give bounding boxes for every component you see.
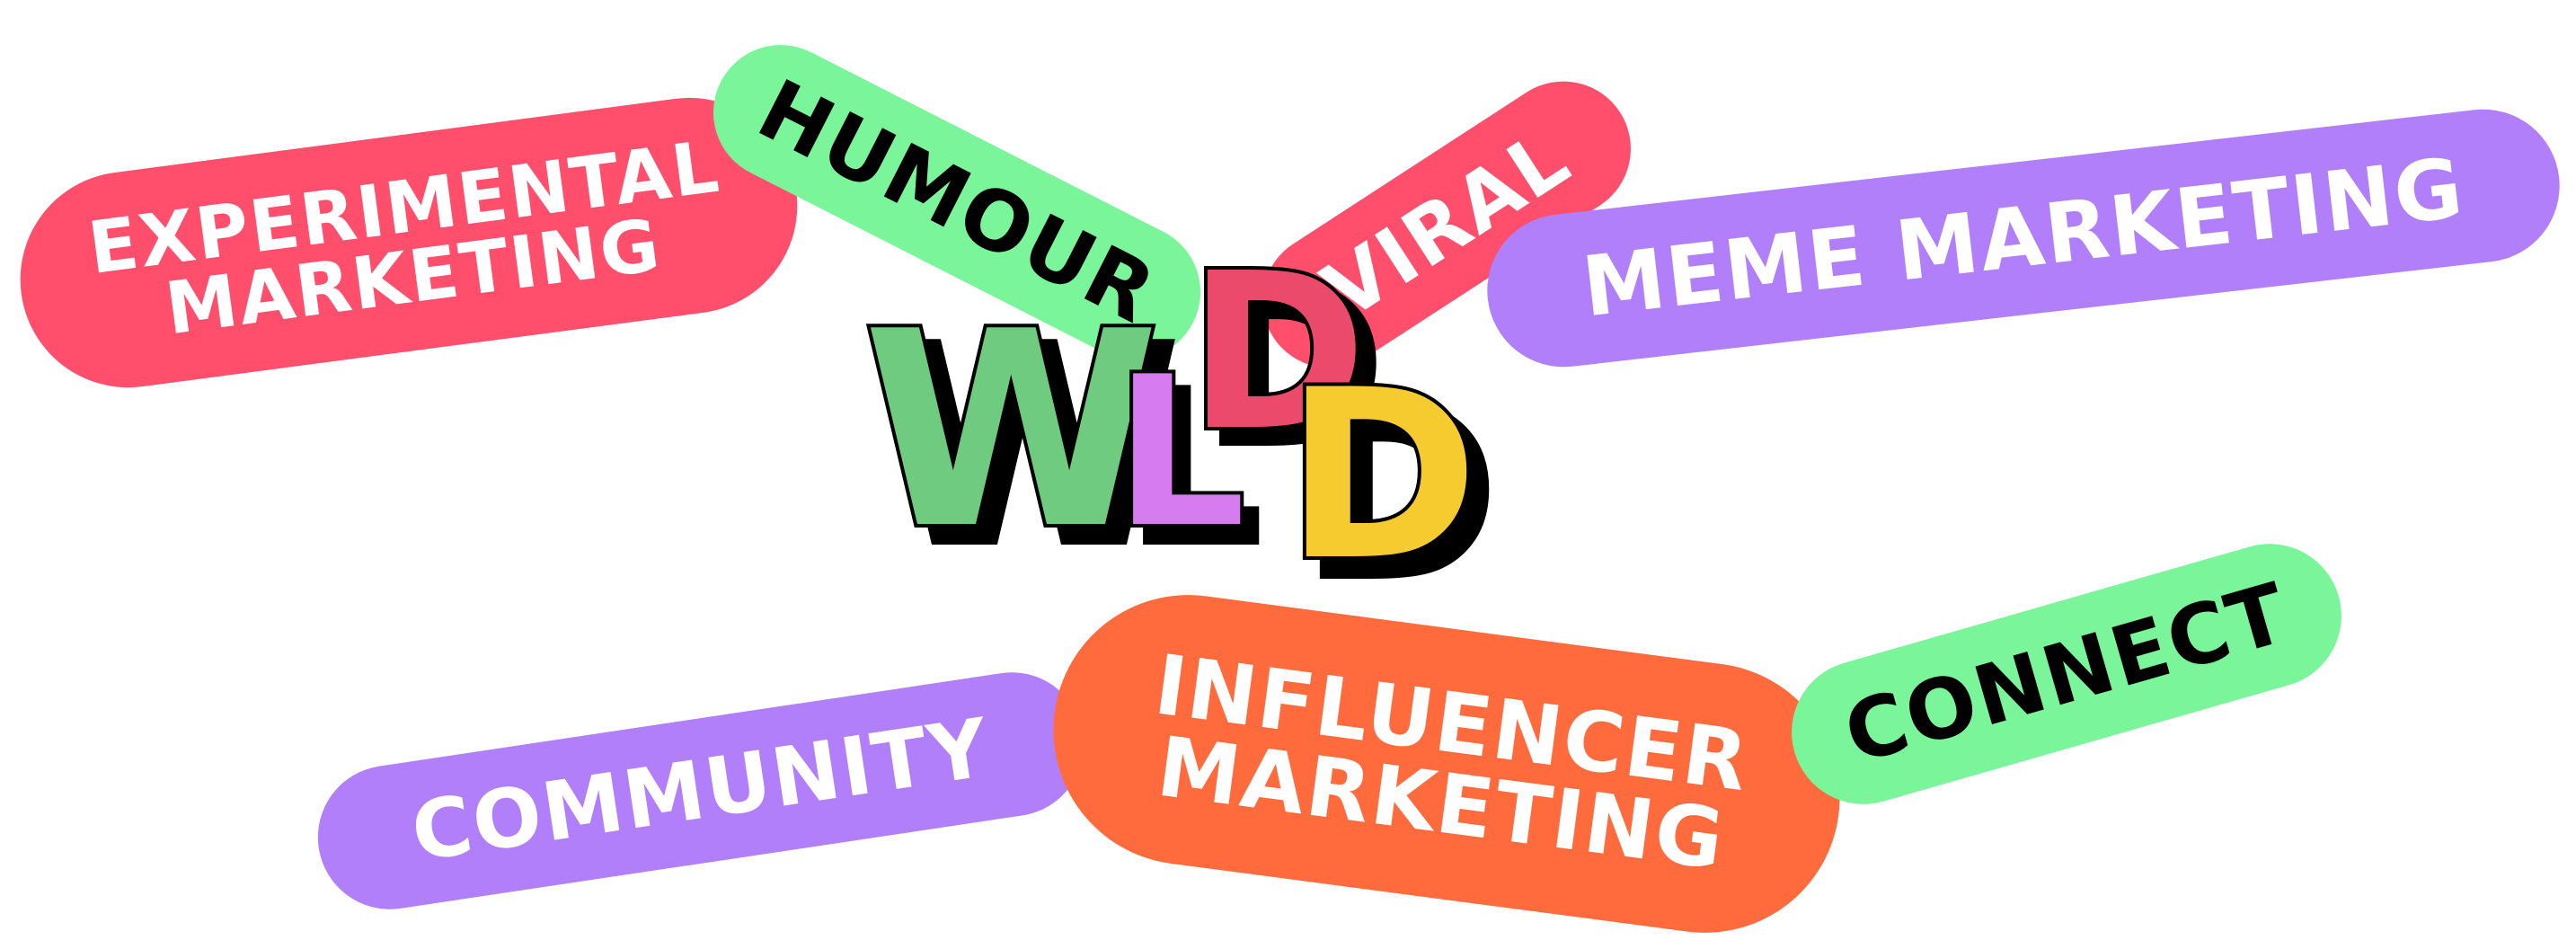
logo-letter-l: L xyxy=(1111,333,1250,573)
tag-community: COMMUNITY xyxy=(307,662,1094,919)
tag-label: CONNECT xyxy=(1834,564,2299,783)
tag-label: EXPERIMENTAL MARKETING xyxy=(84,124,725,351)
tag-experimental-marketing: EXPERIMENTAL MARKETING xyxy=(7,84,810,401)
logo-letter-w: W xyxy=(859,274,1164,588)
tag-meme-marketing: MEME MARKETING xyxy=(1479,101,2568,376)
logo-letter-d1-shadow: D xyxy=(1199,241,1387,492)
wldd-logo: W L D D W L D D xyxy=(854,241,1501,647)
logo-letter-w-shadow: W xyxy=(876,290,1182,604)
tag-label: COMMUNITY xyxy=(405,700,996,881)
logo-letter-d1: D xyxy=(1184,226,1370,478)
tag-connect: CONNECT xyxy=(1775,527,2359,821)
logo-letter-l-shadow: L xyxy=(1124,350,1265,590)
logo-letter-d2-shadow: D xyxy=(1298,359,1501,630)
tag-label: INFLUENCER MARKETING xyxy=(1149,636,1755,889)
tag-label: MEME MARKETING xyxy=(1578,139,2469,336)
logo-letter-d2: D xyxy=(1281,341,1483,612)
